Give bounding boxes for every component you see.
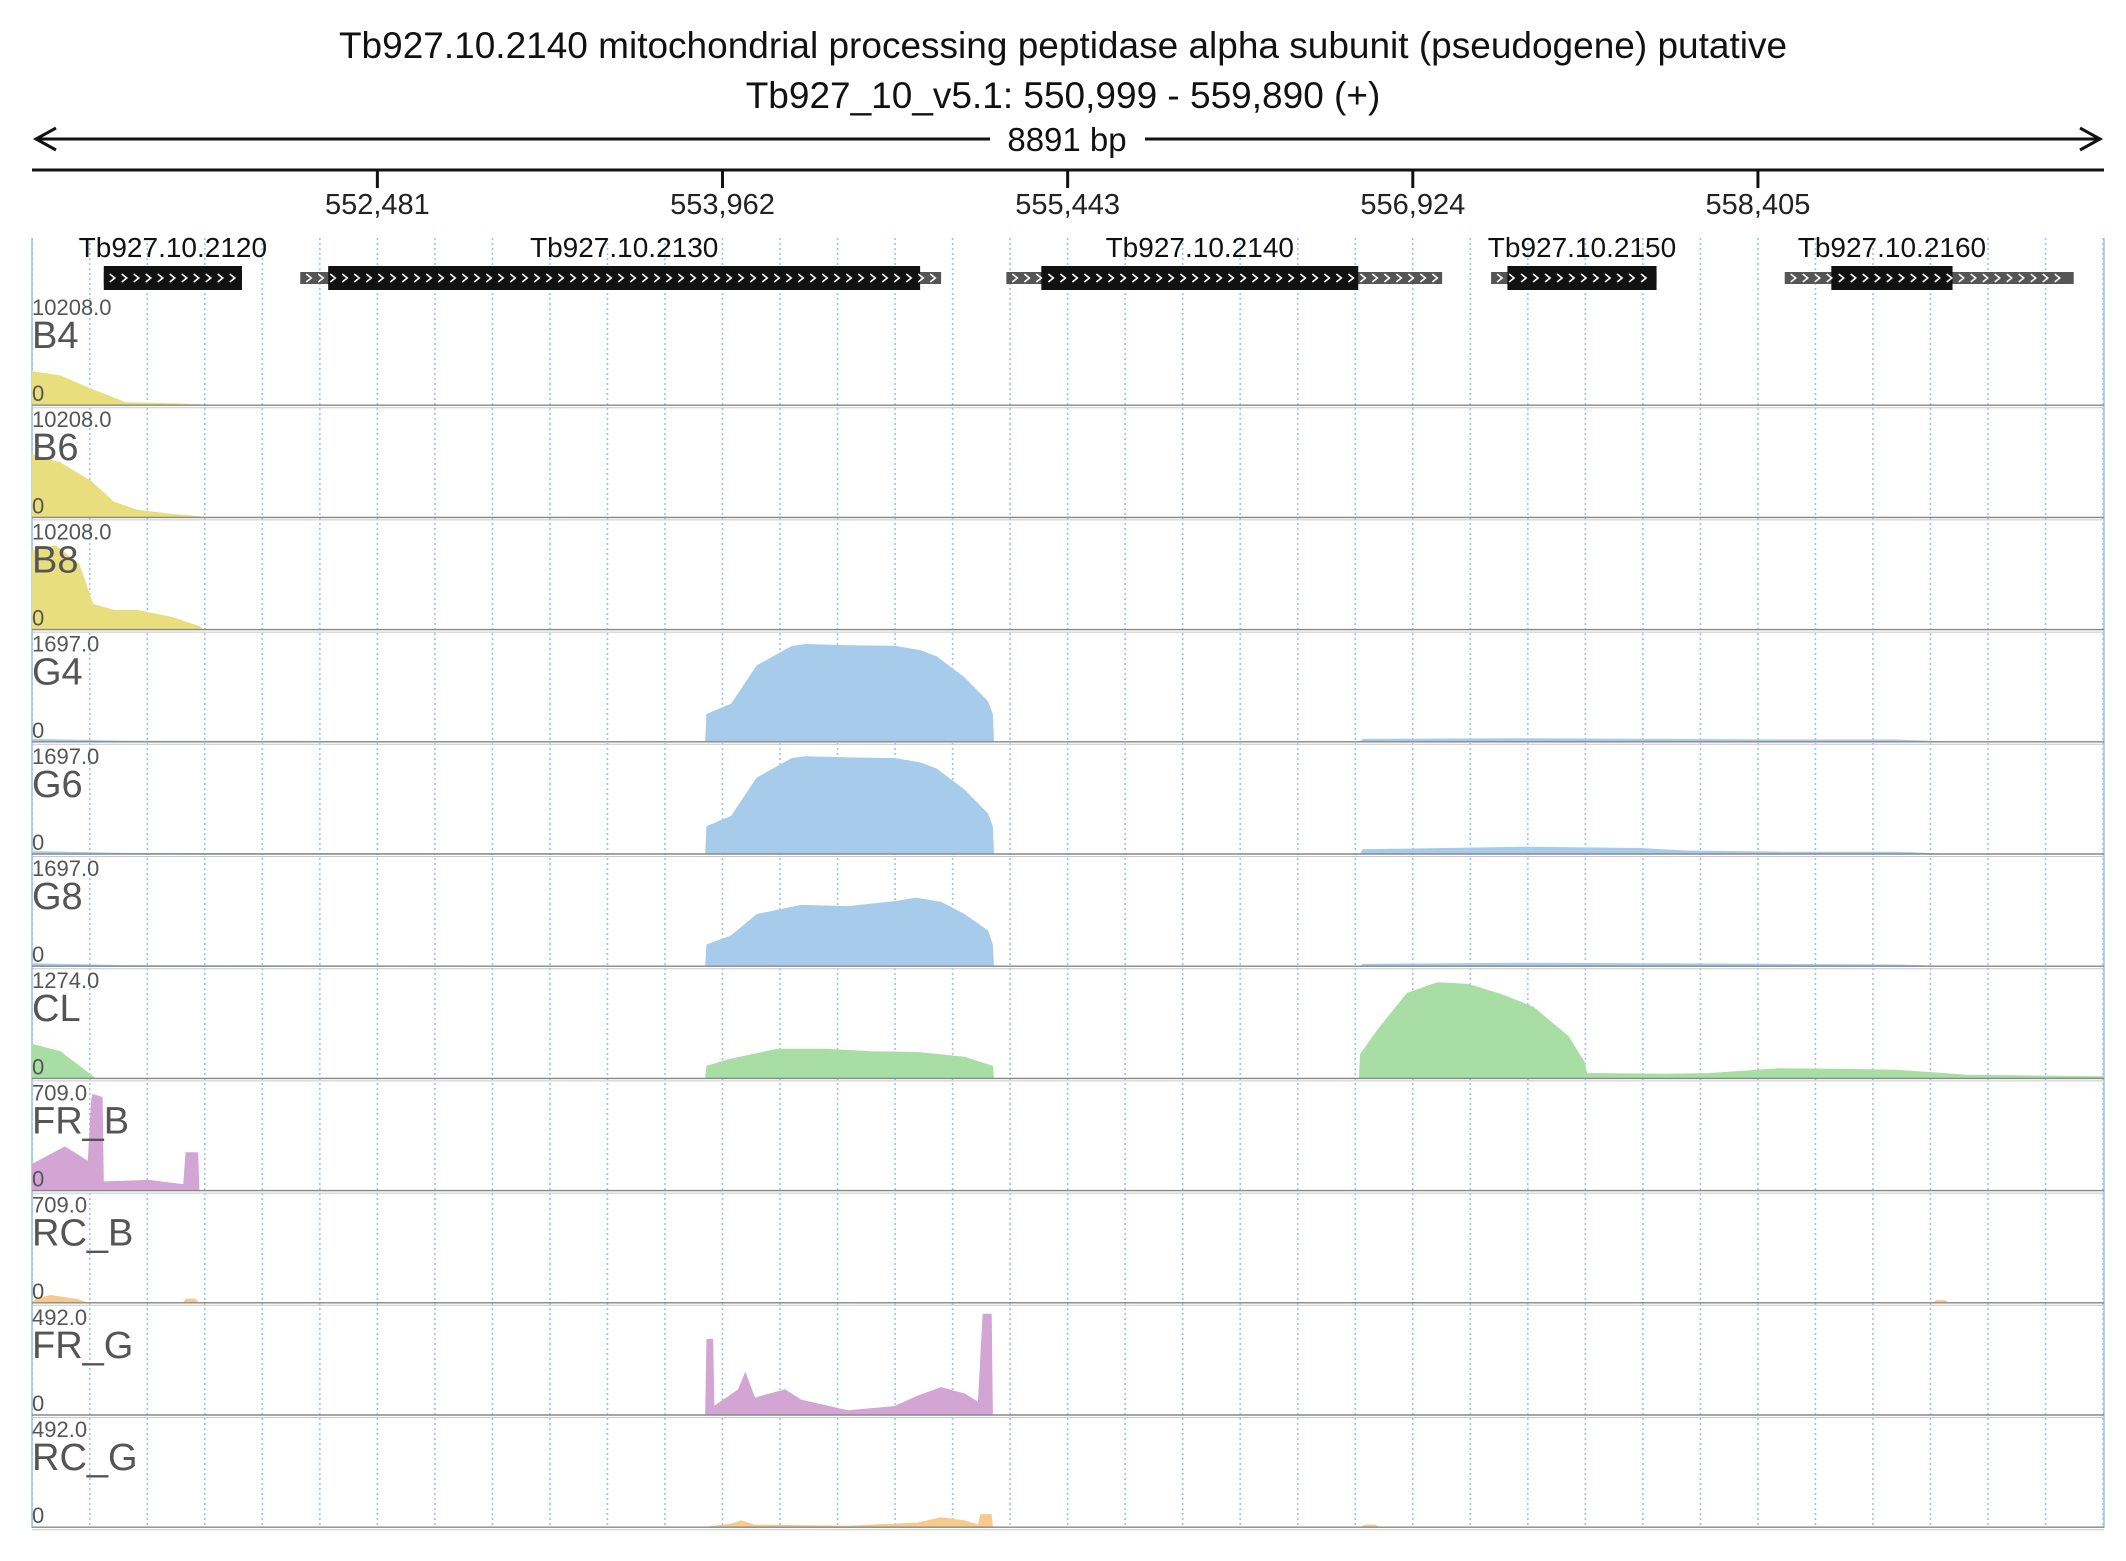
track-ymin-label: 0 <box>32 606 44 631</box>
track-ymin-label: 0 <box>32 1391 44 1416</box>
axis-tick-label: 553,962 <box>670 189 775 221</box>
track-ymax-label: 1274.0 <box>32 968 99 993</box>
coverage-area <box>31 982 2105 1079</box>
track-ymax-label: 10208.0 <box>32 295 112 320</box>
span-indicator: 8891 bp <box>32 121 2104 158</box>
coverage-track-fr-b: 709.0FR_B 0 <box>31 1080 2104 1194</box>
gene-model: Tb927.10.2130 <box>300 232 942 290</box>
coverage-track-b8: 10208.0B8 0 <box>31 519 2104 633</box>
coverage-track-rc-b: 709.0RC_B 0 <box>30 1193 2104 1306</box>
gene-track: Tb927.10.2120 Tb927.10.2130 Tb927.10.2140 T… <box>79 232 2074 290</box>
track-name: FR_B <box>32 1100 129 1142</box>
track-ymin-label: 0 <box>32 493 44 518</box>
gene-label: Tb927.10.2130 <box>530 232 718 263</box>
chart-subtitle: Tb927_10_v5.1: 550,999 - 559,890 (+) <box>746 75 1381 116</box>
gene-cds <box>103 266 242 290</box>
track-ymax-label: 1697.0 <box>32 856 99 881</box>
gene-model: Tb927.10.2150 <box>1488 232 1676 290</box>
axis-tick-label: 556,924 <box>1360 189 1465 221</box>
gene-strand-chevrons <box>109 273 237 283</box>
chart-title: Tb927.10.2140 mitochondrial processing p… <box>339 25 1787 66</box>
coverage-track-g8: 1697.0G8 0 <box>31 856 2104 970</box>
gene-model: Tb927.10.2120 <box>79 232 267 290</box>
gene-label: Tb927.10.2160 <box>1798 232 1986 263</box>
coverage-area <box>30 1294 2104 1304</box>
gene-strand-chevrons <box>305 273 937 283</box>
coverage-track-g6: 1697.0G6 0 <box>31 744 2104 857</box>
vertical-gridlines <box>31 238 2105 1528</box>
track-ymin-label: 0 <box>32 381 44 406</box>
gene-model: Tb927.10.2160 <box>1784 232 2074 290</box>
track-ymax-label: 709.0 <box>32 1193 87 1218</box>
coverage-track-g4: 1697.0G4 0 <box>31 632 2104 745</box>
track-ymin-label: 0 <box>32 942 44 967</box>
coverage-area <box>705 1514 2104 1528</box>
coverage-tracks: 10208.0B4010208.0B6010208.0B801697.0G401… <box>30 295 2105 1531</box>
track-ymin-label: 0 <box>32 1503 44 1528</box>
span-arrow-right <box>2079 126 2104 152</box>
track-name: G6 <box>32 764 83 806</box>
span-label: 8891 bp <box>1007 121 1126 158</box>
track-name: CL <box>32 988 81 1030</box>
track-name: B6 <box>32 427 78 469</box>
track-name: B8 <box>32 539 78 581</box>
coverage-track-cl: 1274.0CL 0 <box>31 968 2105 1082</box>
gene-label: Tb927.10.2140 <box>1106 232 1294 263</box>
track-name: FR_G <box>32 1325 133 1367</box>
gene-strand-chevrons <box>1496 273 1648 283</box>
gene-strand-chevrons <box>1011 273 1439 283</box>
track-ymin-label: 0 <box>32 830 44 855</box>
track-ymax-label: 492.0 <box>32 1305 87 1330</box>
track-ymax-label: 10208.0 <box>32 519 112 544</box>
track-name: RC_G <box>32 1437 138 1479</box>
track-ymax-label: 1697.0 <box>32 744 99 769</box>
track-ymin-label: 0 <box>32 1167 44 1192</box>
track-ymax-label: 709.0 <box>32 1080 87 1105</box>
track-name: G4 <box>32 652 83 694</box>
track-name: B4 <box>32 315 78 357</box>
axis-tick-label: 555,443 <box>1015 189 1120 221</box>
track-ymax-label: 1697.0 <box>32 632 99 657</box>
track-ymin-label: 0 <box>32 718 44 743</box>
gene-label: Tb927.10.2120 <box>79 232 267 263</box>
coverage-track-fr-g: 492.0FR_G 0 <box>32 1305 2104 1418</box>
coordinate-axis: 552,481 553,962 555,443 556,924 558,405 <box>32 168 2104 221</box>
coverage-track-b6: 10208.0B6 0 <box>31 407 2104 521</box>
gene-label: Tb927.10.2150 <box>1488 232 1676 263</box>
gene-cds <box>1507 266 1657 290</box>
axis-tick-label: 552,481 <box>325 189 430 221</box>
span-arrow-left <box>32 126 57 152</box>
track-name: G8 <box>32 876 83 918</box>
coverage-area <box>31 897 2104 967</box>
track-ymin-label: 0 <box>32 1279 44 1304</box>
axis-tick-label: 558,405 <box>1706 189 1811 221</box>
coverage-track-rc-g: 492.0RC_G 0 <box>32 1417 2104 1531</box>
coverage-area <box>705 1313 2104 1416</box>
coverage-area <box>31 643 2104 743</box>
coverage-area <box>31 1093 2104 1192</box>
track-ymax-label: 10208.0 <box>32 407 112 432</box>
coverage-area <box>31 756 2104 855</box>
gene-model: Tb927.10.2140 <box>1006 232 1443 290</box>
coverage-track-b4: 10208.0B4 0 <box>31 295 2104 409</box>
gene-strand-chevrons <box>1790 273 2062 283</box>
track-name: RC_B <box>32 1213 133 1255</box>
track-ymax-label: 492.0 <box>32 1417 87 1442</box>
track-ymin-label: 0 <box>32 1054 44 1079</box>
